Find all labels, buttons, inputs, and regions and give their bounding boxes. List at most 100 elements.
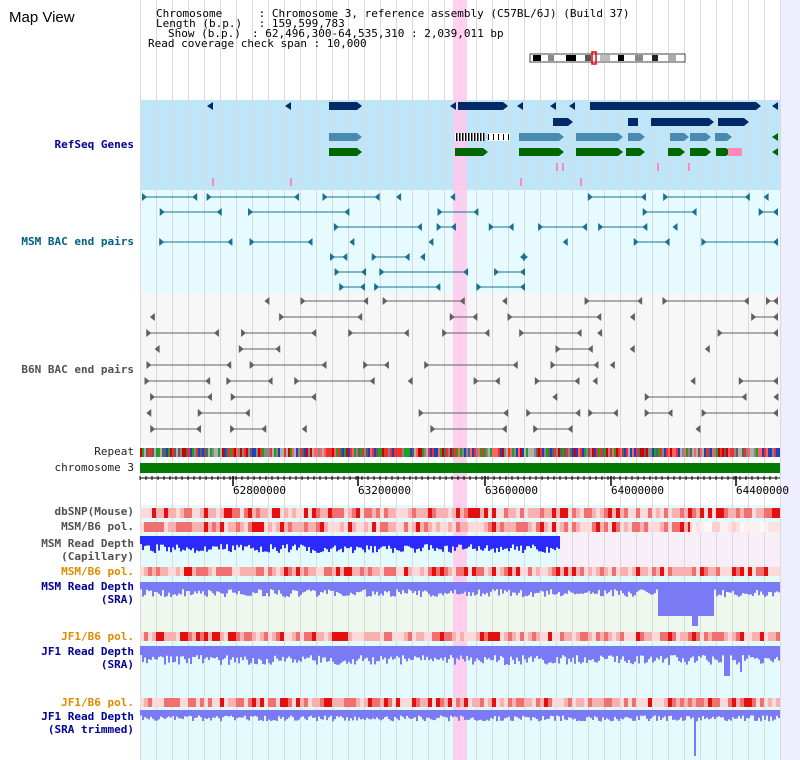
repeat-mark — [274, 448, 276, 457]
depth-bar — [262, 536, 264, 552]
depth-bar — [584, 646, 586, 658]
depth-bar — [646, 646, 648, 663]
depth-bar — [380, 646, 382, 656]
bac-end — [494, 268, 500, 276]
bac-end — [264, 297, 270, 305]
depth-bar — [696, 710, 698, 722]
polymorphism-mark — [272, 632, 276, 641]
chromosome-key: Chromosome — [156, 7, 223, 20]
bac-end — [363, 361, 369, 369]
bac-end — [612, 409, 618, 417]
jf1-depth-trimmed-line2: (SRA trimmed) — [47, 723, 134, 736]
depth-bar — [388, 646, 390, 659]
repeat-mark — [688, 448, 690, 457]
repeat-mark — [258, 448, 260, 457]
depth-bar — [358, 536, 360, 548]
repeat-mark — [220, 448, 222, 457]
repeat-mark — [496, 448, 498, 457]
polymorphism-mark — [268, 698, 272, 707]
depth-bar — [332, 710, 334, 722]
polymorphism-mark — [492, 632, 496, 641]
polymorphism-mark — [532, 698, 536, 707]
polymorphism-mark — [628, 508, 632, 518]
polymorphism-mark — [280, 632, 284, 641]
depth-bar — [658, 582, 660, 616]
depth-bar — [594, 582, 596, 595]
depth-bar — [392, 710, 394, 722]
depth-bar — [180, 582, 182, 595]
repeat-mark — [178, 448, 180, 457]
depth-bar — [366, 710, 368, 718]
depth-bar — [660, 646, 662, 656]
polymorphism-mark — [756, 632, 760, 641]
repeat-mark — [670, 448, 672, 457]
repeat-mark — [214, 448, 216, 457]
depth-bar — [708, 582, 710, 616]
repeat-mark — [222, 448, 224, 457]
depth-bar — [304, 646, 306, 660]
depth-bar — [684, 710, 686, 721]
bac-end — [150, 393, 156, 401]
polymorphism-mark — [520, 632, 524, 641]
depth-bar — [422, 536, 424, 548]
bac-end — [294, 193, 300, 201]
depth-bar — [430, 582, 432, 597]
depth-bar — [326, 582, 328, 595]
gene-bar — [651, 118, 661, 126]
polymorphism-mark — [172, 522, 176, 532]
bac-end — [449, 313, 455, 321]
depth-bar — [490, 582, 492, 592]
polymorphism-mark — [332, 632, 336, 641]
polymorphism-mark — [412, 632, 416, 641]
depth-bar — [528, 646, 530, 658]
depth-bar — [564, 710, 566, 720]
repeat-mark — [716, 448, 718, 457]
polymorphism-mark — [696, 632, 700, 641]
polymorphism-mark — [164, 632, 168, 641]
bac-end — [741, 393, 747, 401]
depth-bar — [182, 582, 184, 590]
polymorphism-mark — [460, 567, 464, 576]
depth-bar — [404, 582, 406, 594]
repeat-mark — [664, 448, 666, 457]
polymorphism-mark — [164, 698, 168, 707]
depth-bar — [770, 582, 772, 592]
depth-bar — [652, 710, 654, 717]
repeat-mark — [144, 448, 146, 457]
polymorphism-mark — [604, 522, 608, 532]
polymorphism-mark — [376, 508, 380, 518]
polymorphism-mark — [720, 698, 724, 707]
polymorphism-mark — [420, 632, 424, 641]
depth-bar — [496, 582, 498, 590]
depth-bar — [256, 646, 258, 665]
depth-bar — [390, 646, 392, 657]
polymorphism-mark — [304, 698, 308, 707]
repeat-mark — [304, 448, 306, 457]
polymorphism-mark — [640, 567, 644, 576]
depth-bar — [484, 646, 486, 658]
repeat-mark — [738, 448, 740, 457]
polymorphism-mark — [220, 508, 224, 518]
polymorphism-mark — [540, 567, 544, 576]
depth-bar — [628, 646, 630, 660]
polymorphism-mark — [680, 522, 684, 532]
polymorphism-mark — [188, 567, 192, 576]
depth-bar — [754, 710, 756, 721]
depth-bar — [292, 582, 294, 591]
repeat-mark — [590, 448, 592, 457]
polymorphism-mark — [760, 632, 764, 641]
polymorphism-mark — [460, 522, 464, 532]
polymorphism-mark — [688, 698, 692, 707]
bac-end — [592, 377, 598, 385]
depth-bar — [466, 710, 468, 720]
polymorphism-mark — [644, 508, 648, 518]
bac-end — [533, 425, 539, 433]
polymorphism-mark — [764, 632, 768, 641]
polymorphism-mark — [720, 567, 724, 576]
gene-arrow — [709, 118, 714, 126]
repeat-mark — [156, 448, 158, 457]
depth-bar — [452, 646, 454, 658]
depth-bar — [214, 536, 216, 547]
depth-bar — [412, 646, 414, 660]
